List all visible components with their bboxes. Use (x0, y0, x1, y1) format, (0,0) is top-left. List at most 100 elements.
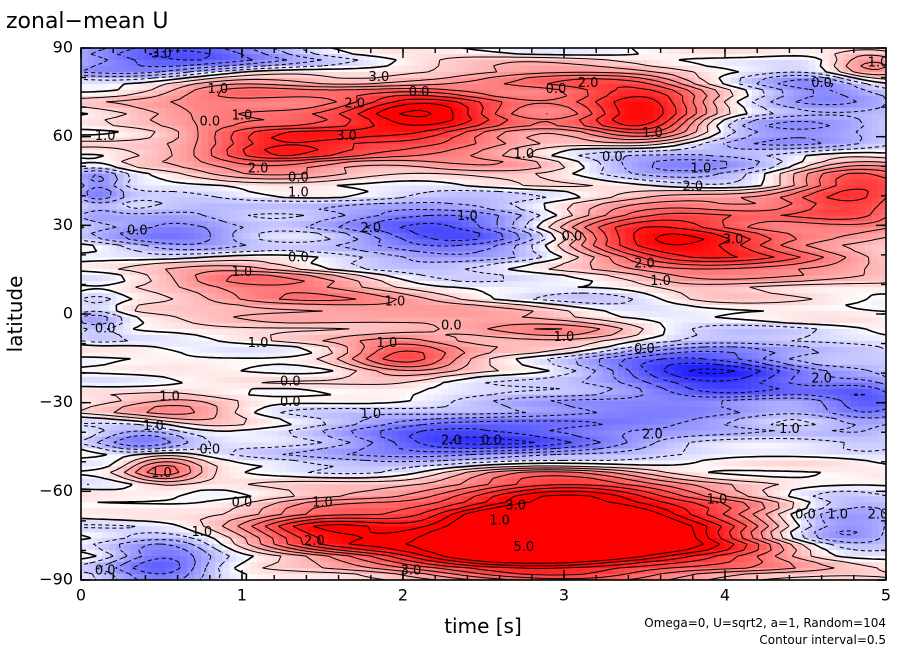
heatmap-cell (674, 53, 682, 61)
heatmap-cell (434, 299, 442, 306)
heatmap-cell (469, 107, 478, 115)
heatmap-cell (843, 53, 852, 61)
heatmap-cell (123, 89, 132, 97)
heatmap-cell (88, 161, 96, 169)
heatmap-cell (878, 107, 886, 115)
heatmap-cell (511, 89, 520, 97)
heatmap-cell (405, 305, 414, 312)
heatmap-cell (850, 173, 859, 181)
heatmap-cell (222, 209, 230, 216)
heatmap-cell (81, 179, 89, 187)
heatmap-cell (568, 173, 576, 181)
heatmap-cell (441, 65, 449, 73)
heatmap-cell (434, 155, 442, 163)
heatmap-cell (123, 59, 132, 67)
heatmap-cell (561, 281, 569, 288)
heatmap-cell (532, 77, 541, 85)
heatmap-cell (448, 161, 456, 169)
heatmap-cell (709, 275, 718, 282)
heatmap-cell (568, 209, 576, 216)
heatmap-cell (723, 149, 732, 157)
heatmap-cell (441, 269, 449, 276)
heatmap-cell (723, 119, 732, 127)
heatmap-cell (758, 89, 767, 97)
heatmap-cell (321, 245, 329, 252)
heatmap-cell (81, 257, 89, 264)
heatmap-cell (384, 179, 393, 187)
heatmap-cell (243, 119, 252, 127)
heatmap-cell (370, 71, 379, 79)
heatmap-cell (469, 215, 478, 222)
heatmap-cell (257, 149, 266, 157)
heatmap-cell (285, 173, 294, 181)
heatmap-cell (532, 215, 541, 222)
heatmap-cell (335, 179, 343, 187)
heatmap-cell (787, 113, 795, 121)
heatmap-cell (201, 209, 209, 216)
heatmap-cell (179, 215, 188, 222)
heatmap-cell (271, 155, 280, 163)
heatmap-cell (299, 167, 308, 175)
heatmap-cell (264, 119, 273, 127)
heatmap-cell (617, 71, 626, 79)
heatmap-cell (377, 191, 386, 199)
heatmap-cell (398, 179, 407, 187)
heatmap-cell (342, 257, 350, 264)
heatmap-cell (518, 173, 527, 181)
heatmap-cell (773, 77, 781, 85)
heatmap-cell (596, 281, 605, 288)
heatmap-cell (151, 95, 160, 103)
heatmap-cell (850, 107, 859, 115)
heatmap-cell (377, 48, 386, 55)
heatmap-cell (172, 173, 181, 181)
heatmap-cell (829, 209, 838, 216)
heatmap-cell (299, 185, 308, 193)
heatmap-cell (554, 233, 562, 240)
heatmap-cell (801, 48, 809, 55)
heatmap-cell (864, 53, 873, 61)
heatmap-cell (525, 161, 534, 169)
heatmap-cell (864, 287, 873, 294)
heatmap-cell (102, 89, 110, 97)
heatmap-cell (688, 203, 696, 210)
heatmap-cell (427, 257, 435, 264)
heatmap-cell (603, 48, 612, 55)
heatmap-cell (730, 48, 739, 55)
heatmap-cell (794, 233, 802, 240)
heatmap-cell (123, 203, 132, 210)
heatmap-cell (179, 77, 188, 85)
heatmap-cell (497, 221, 506, 228)
heatmap-cell (511, 137, 520, 145)
heatmap-cell (102, 227, 110, 234)
heatmap-cell (617, 107, 626, 115)
heatmap-cell (306, 125, 315, 133)
heatmap-cell (102, 245, 110, 252)
heatmap-cell (652, 107, 661, 115)
heatmap-cell (88, 209, 96, 216)
heatmap-cell (427, 167, 435, 175)
heatmap-cell (370, 287, 379, 294)
heatmap-cell (419, 203, 428, 210)
heatmap-cell (702, 137, 711, 145)
heatmap-cell (165, 275, 174, 282)
heatmap-cell (201, 299, 209, 306)
heatmap-cell (850, 101, 859, 109)
heatmap-cell (751, 125, 760, 133)
heatmap-cell (836, 143, 845, 151)
heatmap-cell (271, 59, 280, 67)
heatmap-cell (349, 119, 357, 127)
heatmap-cell (829, 185, 838, 193)
heatmap-cell (674, 101, 682, 109)
heatmap-cell (603, 203, 612, 210)
heatmap-cell (539, 119, 548, 127)
heatmap-cell (723, 197, 732, 205)
heatmap-cell (603, 179, 612, 187)
heatmap-cell (448, 257, 456, 264)
heatmap-cell (264, 293, 273, 300)
heatmap-cell (201, 107, 209, 115)
heatmap-cell (787, 215, 795, 222)
heatmap-cell (314, 281, 322, 288)
heatmap-cell (335, 119, 343, 127)
heatmap-cell (554, 167, 562, 175)
heatmap-cell (278, 299, 287, 306)
